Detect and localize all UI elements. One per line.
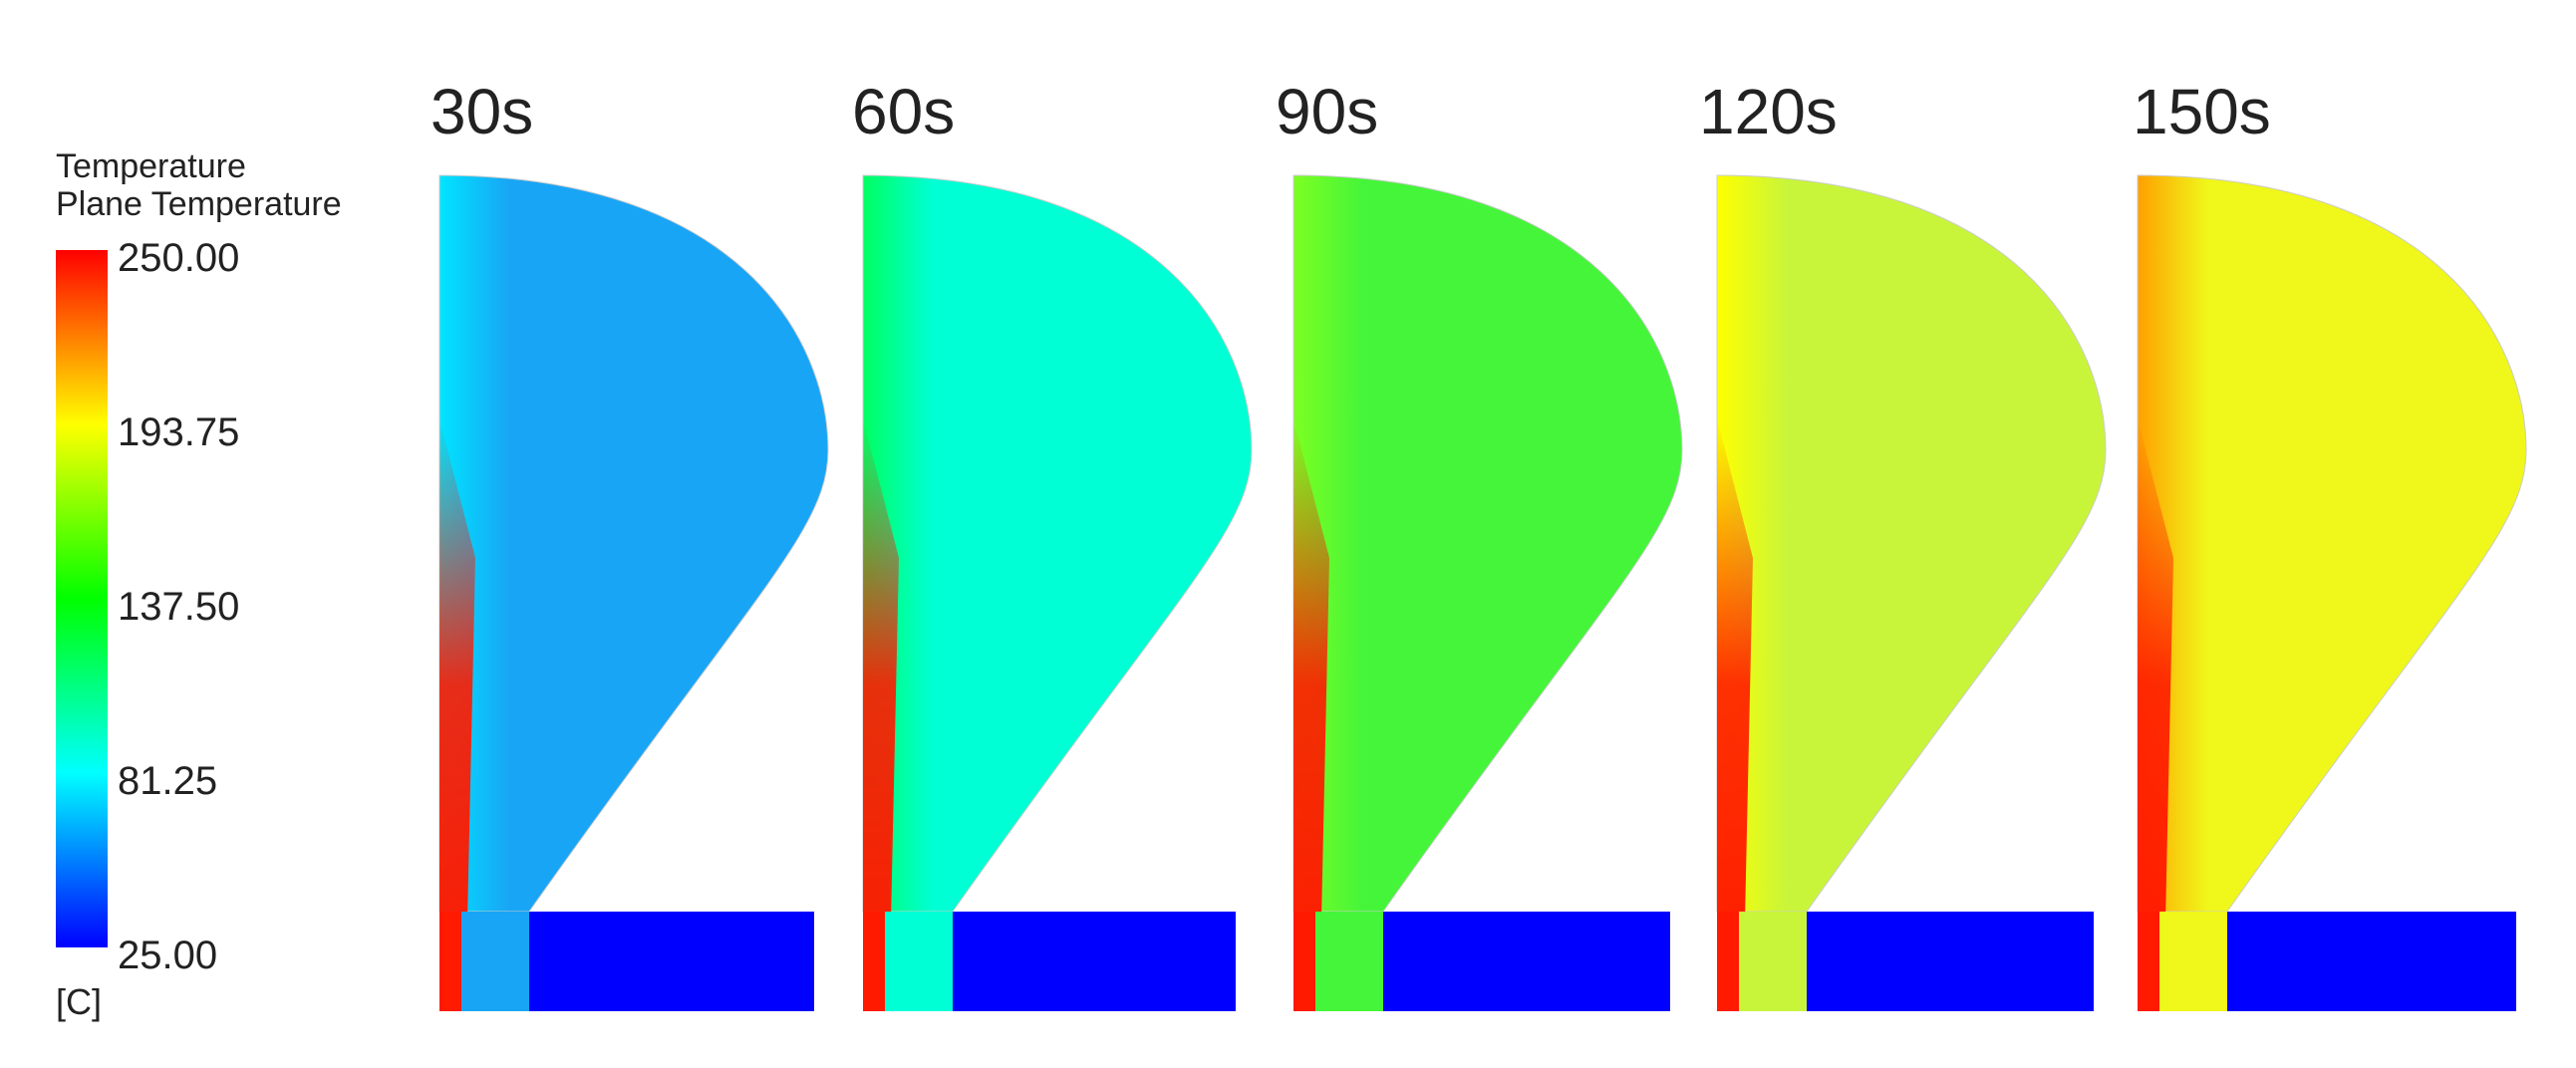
- panel-150s-cold-region: [2227, 912, 2516, 1011]
- panel-120s-temperature-field: [1716, 174, 2107, 913]
- legend-tick-2: 193.75: [118, 410, 240, 454]
- time-label-30s: 30s: [430, 76, 534, 147]
- panel-90s-temperature-field: [1292, 174, 1683, 913]
- panel-60s-temperature-field: [862, 174, 1253, 913]
- panel-150s-hot-wall: [2138, 418, 2173, 1011]
- time-label-90s: 90s: [1276, 76, 1379, 147]
- legend-tick-max: 250.00: [118, 236, 240, 280]
- legend-subtitle: Plane Temperature: [56, 185, 342, 223]
- panel-60s-hot-wall: [863, 418, 899, 1011]
- panel-30s-cold-region: [529, 912, 814, 1011]
- panel-30s-hot-wall: [439, 418, 475, 1011]
- panel-90s-hot-wall: [1293, 418, 1329, 1011]
- panel-30s-temperature-field: [438, 174, 829, 913]
- legend-tick-3: 137.50: [118, 585, 240, 629]
- panel-60s-cold-region: [953, 912, 1236, 1011]
- colorbar: [56, 250, 108, 947]
- panel-150s-inlet-wall: [2138, 912, 2159, 1011]
- time-label-60s: 60s: [852, 76, 956, 147]
- panel-150s-temperature-field: [2137, 174, 2527, 913]
- panel-120s-hot-wall: [1717, 418, 1753, 1011]
- time-label-150s: 150s: [2133, 76, 2271, 147]
- legend-tick-min: 25.00: [118, 934, 218, 977]
- panel-90s-inlet-wall: [1293, 912, 1315, 1011]
- panel-90s-cold-region: [1383, 912, 1670, 1011]
- panel-30s-inlet-wall: [439, 912, 461, 1011]
- legend-unit: [C]: [56, 981, 103, 1022]
- panel-120s-cold-region: [1807, 912, 2094, 1011]
- panel-120s-inlet-wall: [1717, 912, 1739, 1011]
- time-label-120s: 120s: [1699, 76, 1838, 147]
- legend-tick-4: 81.25: [118, 759, 218, 803]
- legend-title: Temperature: [56, 147, 246, 185]
- panel-60s-inlet-wall: [863, 912, 885, 1011]
